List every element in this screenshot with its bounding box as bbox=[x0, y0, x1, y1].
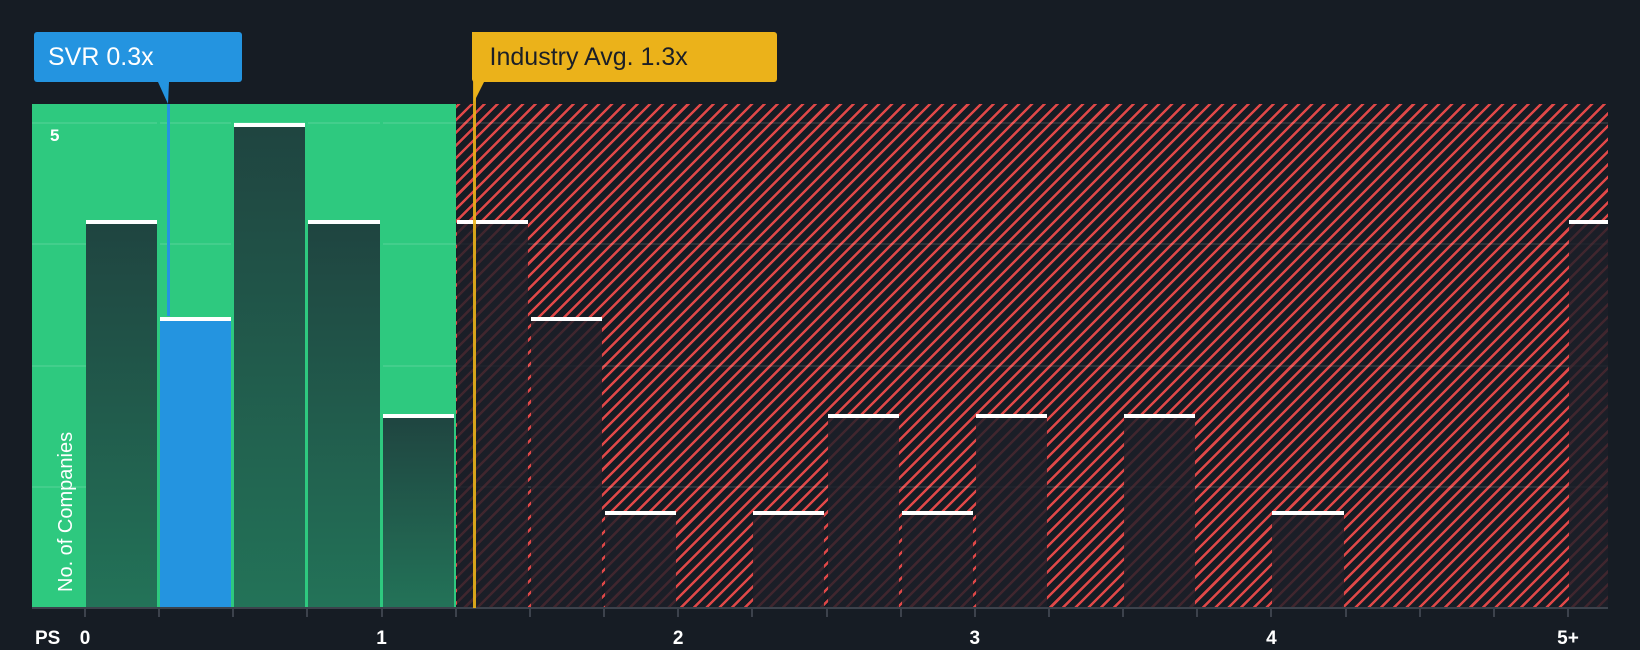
bar-cap bbox=[234, 123, 306, 127]
histogram-bar bbox=[605, 511, 677, 608]
x-tick bbox=[1567, 608, 1569, 617]
bar-cap bbox=[86, 220, 158, 224]
company-ps-label: SVR 0.3x bbox=[48, 43, 154, 71]
bin-divider bbox=[157, 104, 161, 608]
histogram-bar bbox=[382, 414, 454, 608]
x-tick bbox=[380, 608, 383, 617]
overvalued-zone bbox=[455, 104, 1608, 608]
bar-cap bbox=[382, 414, 454, 418]
gridline bbox=[32, 243, 1608, 246]
histogram-bar bbox=[975, 414, 1047, 608]
plot-area bbox=[32, 104, 1608, 608]
histogram-bar bbox=[86, 220, 158, 608]
industry-avg-callout: Industry Avg. 1.3x bbox=[471, 32, 777, 82]
x-tick bbox=[751, 608, 754, 617]
histogram-bar bbox=[1272, 511, 1344, 608]
company-bin-bar bbox=[160, 317, 232, 608]
y-axis-title: No. of Companies bbox=[55, 431, 77, 592]
bin-divider bbox=[305, 104, 309, 608]
company-ps-callout: SVR 0.3x bbox=[34, 32, 242, 82]
industry-avg-label: Industry Avg. 1.3x bbox=[489, 43, 688, 71]
bin-divider bbox=[231, 104, 235, 608]
x-axis-line bbox=[32, 607, 1608, 609]
x-tick bbox=[1196, 608, 1199, 617]
x-tick bbox=[1047, 608, 1050, 617]
histogram-bar bbox=[530, 317, 603, 608]
bar-cap bbox=[308, 220, 380, 224]
x-tick-label: 3 bbox=[969, 628, 981, 649]
bar-cap bbox=[530, 317, 603, 321]
bar-cap bbox=[1569, 220, 1608, 224]
bar-cap bbox=[1272, 511, 1344, 515]
bar-cap bbox=[1124, 414, 1196, 418]
histogram-bar bbox=[234, 123, 306, 608]
x-tick bbox=[1122, 608, 1125, 617]
histogram-bar bbox=[1569, 220, 1608, 608]
x-tick bbox=[158, 608, 161, 617]
x-tick-label: 4 bbox=[1266, 628, 1277, 649]
bin-divider bbox=[379, 104, 383, 608]
industry-callout-pointer bbox=[473, 82, 484, 102]
x-tick-label: 1 bbox=[376, 628, 387, 649]
histogram-bar bbox=[1124, 414, 1196, 608]
histogram-bar bbox=[456, 220, 528, 608]
x-tick-label: 0 bbox=[79, 628, 91, 649]
bar-cap bbox=[456, 220, 528, 224]
x-tick bbox=[973, 608, 976, 617]
x-tick bbox=[306, 608, 309, 617]
x-tick bbox=[1270, 608, 1273, 617]
x-axis-title: PS bbox=[35, 628, 61, 649]
company-callout-pointer bbox=[158, 82, 170, 104]
x-tick bbox=[825, 608, 828, 617]
x-tick-label: 2 bbox=[672, 628, 684, 649]
bar-cap bbox=[827, 414, 899, 418]
histogram-bar bbox=[901, 511, 973, 608]
gridline bbox=[32, 364, 1608, 367]
x-tick bbox=[1492, 608, 1495, 617]
bar-cap bbox=[605, 511, 677, 515]
industry-avg-marker-line bbox=[472, 60, 476, 608]
y-tick-label-5: 5 bbox=[50, 126, 60, 145]
gridline bbox=[32, 122, 1608, 124]
bar-cap bbox=[901, 511, 973, 515]
bar-cap bbox=[753, 511, 825, 515]
x-tick bbox=[603, 608, 606, 617]
x-tick bbox=[899, 608, 902, 617]
gridline bbox=[32, 485, 1608, 488]
x-tick bbox=[232, 608, 235, 617]
x-tick bbox=[677, 608, 680, 617]
x-tick bbox=[528, 608, 531, 617]
bar-cap bbox=[160, 317, 232, 321]
histogram-bar bbox=[753, 511, 825, 608]
x-tick-label: 5+ bbox=[1557, 628, 1579, 649]
x-tick bbox=[84, 608, 86, 617]
histogram-bar bbox=[827, 414, 899, 608]
x-tick bbox=[1344, 608, 1347, 617]
company-marker-line bbox=[167, 104, 171, 316]
x-tick bbox=[1418, 608, 1421, 617]
x-tick bbox=[454, 608, 457, 617]
bar-cap bbox=[975, 414, 1047, 418]
histogram-bar bbox=[308, 220, 380, 608]
